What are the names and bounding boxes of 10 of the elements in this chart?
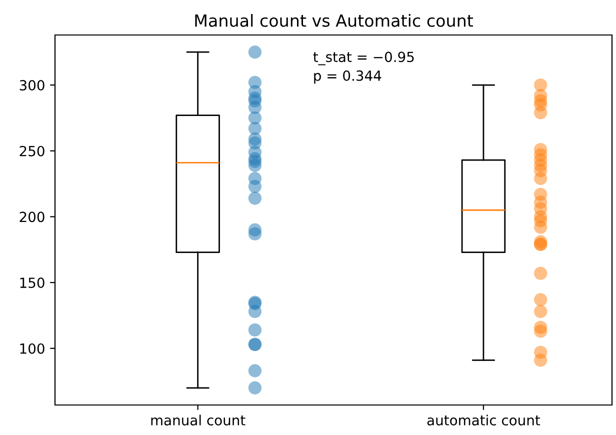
chart-title: Manual count vs Automatic count: [195, 14, 474, 27]
y-tick-label: 250: [20, 146, 44, 156]
annotation: p = 0.344: [314, 70, 382, 84]
y-tick-label: 150: [20, 278, 44, 288]
y-tick-label: 200: [20, 212, 44, 222]
x-tick-label: automatic count: [427, 414, 540, 426]
y-tick-label: 100: [20, 343, 44, 354]
annotation: t_stat = −0.95: [313, 52, 414, 66]
x-tick-label: manual count: [151, 414, 246, 426]
y-tick-label: 300: [20, 80, 44, 91]
